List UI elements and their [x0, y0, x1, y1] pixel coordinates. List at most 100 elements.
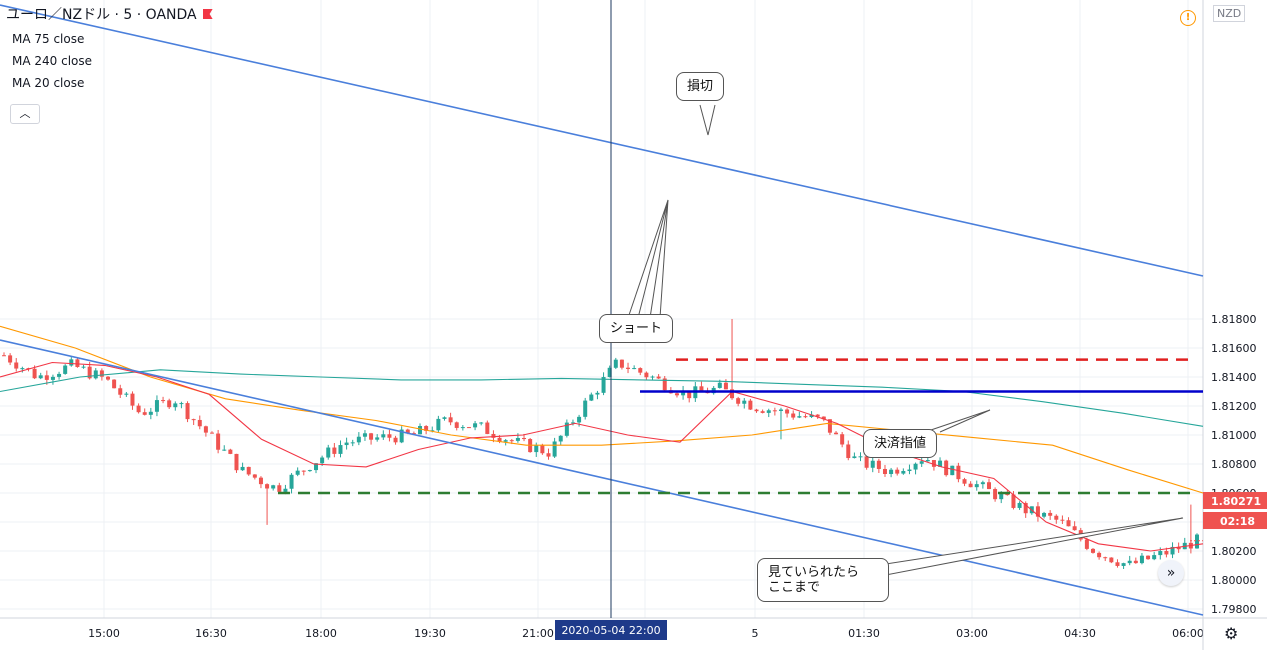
- time-tick-label: 21:00: [522, 627, 554, 640]
- price-tick-label: 1.80800: [1211, 458, 1257, 471]
- flag-icon[interactable]: [202, 9, 213, 19]
- candle-body: [1017, 502, 1022, 508]
- crosshair-time-badge: [555, 620, 667, 640]
- extended-target-callout: 見ていられたら ここまで: [757, 558, 889, 602]
- currency-label: NZD: [1213, 5, 1246, 22]
- candle-body: [20, 368, 25, 370]
- stop-loss-pointer: [699, 104, 716, 136]
- candle-body: [454, 422, 459, 428]
- candle-body: [479, 422, 484, 424]
- candle-body: [968, 483, 973, 488]
- candle-body: [283, 488, 288, 492]
- candle-body: [534, 445, 539, 453]
- time-tick-label: 18:00: [305, 627, 337, 640]
- candle-body: [81, 366, 86, 368]
- scroll-to-realtime-icon[interactable]: »: [1158, 560, 1184, 586]
- candle-body: [938, 460, 943, 467]
- ma240-line: [0, 369, 1204, 427]
- candle-body: [540, 445, 545, 454]
- candle-body: [613, 359, 618, 368]
- candle-body: [167, 400, 172, 408]
- candle-body: [515, 437, 520, 441]
- candle-body: [424, 426, 429, 431]
- candle-body: [1170, 546, 1175, 555]
- candle-body: [44, 375, 49, 380]
- candle-body: [785, 409, 790, 414]
- warning-icon[interactable]: !: [1180, 10, 1196, 26]
- candle-body: [369, 433, 374, 440]
- time-tick-label: 5: [752, 627, 759, 640]
- candle-body: [687, 390, 692, 399]
- candle-body: [2, 355, 6, 357]
- candle-body: [644, 372, 649, 378]
- candle-body: [1090, 548, 1095, 553]
- candle-body: [14, 362, 19, 369]
- candle-body: [93, 370, 98, 379]
- candle-body: [387, 434, 392, 438]
- candle-body: [228, 449, 233, 454]
- candle-body: [381, 434, 386, 438]
- candle-body: [650, 376, 655, 378]
- candle-body: [901, 471, 906, 474]
- candle-body: [154, 400, 159, 412]
- legend-collapse-button[interactable]: ︿: [10, 104, 40, 124]
- candle-body: [393, 437, 398, 443]
- candle-body: [436, 418, 441, 431]
- candle-body: [1121, 563, 1126, 566]
- candle-body: [522, 437, 527, 440]
- candle-body: [1005, 494, 1010, 496]
- candle-body: [595, 392, 600, 395]
- time-tick-label: 01:30: [848, 627, 880, 640]
- candle-body: [485, 422, 490, 434]
- candle-body: [197, 419, 202, 427]
- candle-body: [375, 437, 380, 440]
- candle-body: [870, 460, 875, 468]
- candle-body: [1164, 551, 1169, 555]
- candle-body: [821, 416, 826, 420]
- candle-body: [1097, 552, 1102, 558]
- candle-body: [179, 403, 184, 405]
- candle-body: [1035, 506, 1040, 517]
- candle-body: [448, 417, 453, 423]
- candle-body: [191, 419, 196, 421]
- candle-body: [1133, 560, 1138, 564]
- candle-body: [546, 453, 551, 457]
- candle-body: [57, 373, 62, 377]
- price-tick-label: 1.81000: [1211, 429, 1257, 442]
- symbol-title-row: ユーロ／NZドル · 5 · OANDA: [6, 4, 213, 24]
- candle-body: [87, 366, 92, 379]
- stop-loss-text: 損切: [687, 79, 714, 94]
- time-tick-label: 06:00: [1172, 627, 1204, 640]
- price-tick-label: 1.79800: [1211, 603, 1257, 616]
- candle-body: [577, 416, 582, 423]
- price-tick-label: 1.81200: [1211, 400, 1257, 413]
- candle-body: [601, 377, 606, 393]
- gear-icon[interactable]: ⚙: [1224, 624, 1239, 643]
- candle-body: [815, 414, 820, 417]
- candle-body: [277, 485, 282, 492]
- countdown-text: 02:18: [1220, 515, 1255, 528]
- candle-body: [258, 477, 263, 485]
- ma20-label: MA 20 close: [12, 76, 85, 90]
- candle-body: [760, 411, 765, 413]
- candle-body: [962, 479, 967, 484]
- candle-body: [234, 453, 239, 471]
- chart-legend: ユーロ／NZドル · 5 · OANDA MA 75 close MA 240 …: [6, 4, 213, 90]
- countdown-badge: [1203, 512, 1267, 529]
- candle-body: [265, 484, 270, 489]
- crosshair-time-label: 2020-05-04 22:00: [561, 624, 660, 637]
- candle-body: [1048, 512, 1053, 516]
- stop-loss-callout: 損切: [676, 72, 725, 101]
- candle-body: [112, 379, 117, 389]
- candle-body: [852, 456, 857, 459]
- candle-body: [858, 456, 863, 458]
- candle-body: [130, 393, 135, 406]
- candle-body: [619, 359, 624, 368]
- take-profit-pointer: [924, 409, 991, 433]
- price-tick-label: 1.80000: [1211, 574, 1257, 587]
- candle-body: [748, 400, 753, 410]
- candle-body: [1084, 539, 1089, 549]
- candle-body: [986, 482, 991, 490]
- candle-body: [411, 433, 416, 435]
